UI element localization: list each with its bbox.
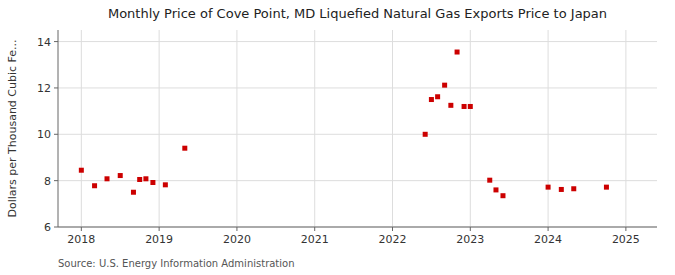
x-tick (314, 227, 315, 231)
x-tick (236, 227, 237, 231)
point (435, 94, 440, 99)
title: Monthly Price of Cove Point, MD Liquefie… (108, 6, 607, 21)
y-axis-line (58, 30, 59, 227)
y-tick-label: 6 (44, 221, 51, 234)
point (455, 50, 460, 55)
y-tick-label: 8 (44, 175, 51, 188)
point (182, 146, 187, 151)
x-tick-label: 2018 (67, 233, 95, 246)
x-tick-label: 2025 (612, 233, 640, 246)
grid-line (236, 30, 237, 227)
y-tick-label: 10 (37, 128, 51, 141)
y-tick (54, 180, 58, 181)
x-tick (548, 227, 549, 231)
point (137, 177, 142, 182)
y-tick-label: 12 (37, 82, 51, 95)
point (468, 104, 473, 109)
point (571, 186, 576, 191)
x-tick-label: 2020 (223, 233, 251, 246)
point (487, 178, 492, 183)
y-tick (54, 134, 58, 135)
x-tick (470, 227, 471, 231)
point (442, 83, 447, 88)
x-axis-line (58, 227, 657, 228)
source-note: Source: U.S. Energy Information Administ… (58, 258, 295, 269)
grid-line (81, 30, 82, 227)
x-tick (392, 227, 393, 231)
point (118, 173, 123, 178)
point (500, 193, 505, 198)
point (462, 104, 467, 109)
y-tick-label: 14 (37, 36, 51, 49)
grid-line (58, 87, 657, 88)
grid-line (625, 30, 626, 227)
point (79, 168, 84, 173)
grid-line (470, 30, 471, 227)
grid (58, 30, 657, 227)
point (493, 187, 498, 192)
grid-line (58, 41, 657, 42)
point (559, 187, 564, 192)
point (131, 190, 136, 195)
grid-line (58, 134, 657, 135)
point (150, 180, 155, 185)
y-tick (54, 87, 58, 88)
x-tick (81, 227, 82, 231)
point (604, 185, 609, 190)
y-tick (54, 227, 58, 228)
point (105, 176, 110, 181)
x-tick-label: 2024 (534, 233, 562, 246)
x-tick (625, 227, 626, 231)
grid-line (548, 30, 549, 227)
point (429, 97, 434, 102)
y-tick (54, 41, 58, 42)
point (448, 103, 453, 108)
point (143, 176, 148, 181)
x-tick (159, 227, 160, 231)
point (546, 185, 551, 190)
grid-line (392, 30, 393, 227)
grid-line (314, 30, 315, 227)
x-tick-label: 2023 (456, 233, 484, 246)
x-tick-label: 2021 (301, 233, 329, 246)
grid-line (58, 227, 657, 228)
point (92, 183, 97, 188)
point (163, 182, 168, 187)
chart: 2018 2019 2020 2021 2022 2023 2024 2025 6 8 10 12 14… (0, 0, 675, 275)
y-axis-label: Dollars per Thousand Cubic Fe... (6, 39, 19, 217)
grid-line (159, 30, 160, 227)
point (423, 132, 428, 137)
points (79, 50, 609, 199)
x-tick-label: 2019 (145, 233, 173, 246)
x-tick-label: 2022 (379, 233, 407, 246)
